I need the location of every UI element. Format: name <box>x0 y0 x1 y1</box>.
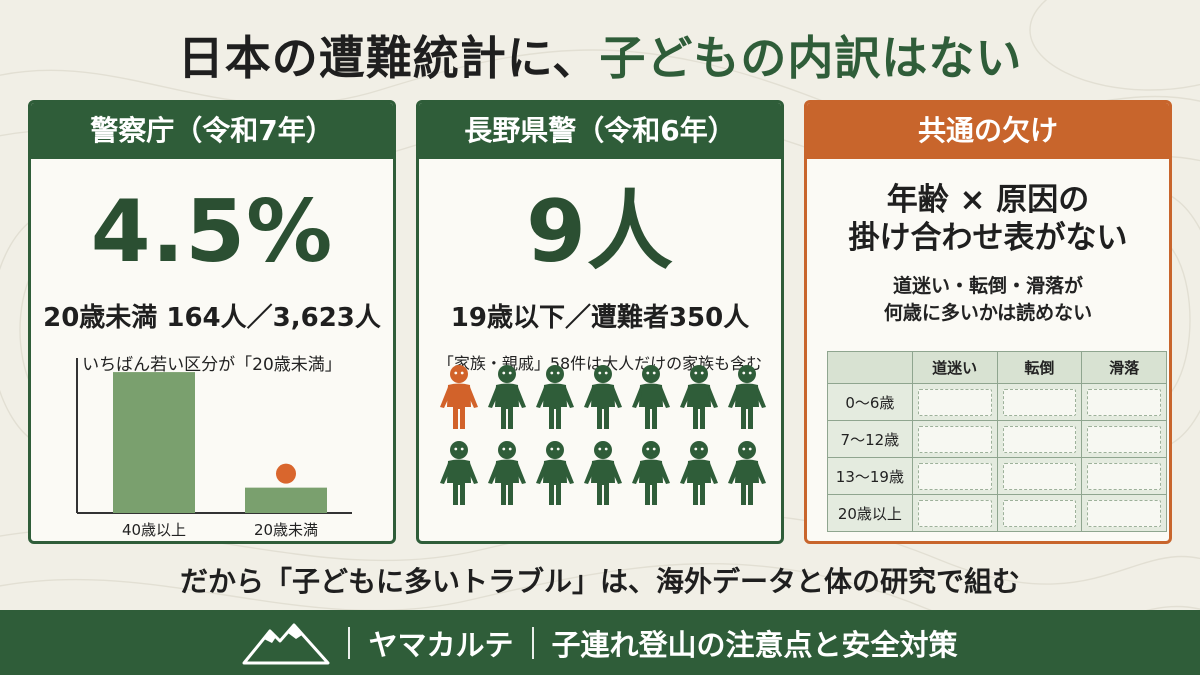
table-row-header: 13〜19歳 <box>827 457 913 495</box>
panel-nagano-count: 9人 <box>526 182 674 282</box>
mountain-icon <box>242 623 330 664</box>
panel-npa-percentage: 4.5% <box>90 182 334 282</box>
highlight-marker <box>276 463 296 484</box>
table-col-header: 転倒 <box>996 351 1083 384</box>
table-row: 7〜12歳 <box>827 420 1167 458</box>
footer-brand: ヤマカルテ <box>368 627 514 662</box>
panel-npa-note: いちばん若い区分が「20歳未満」 <box>82 355 342 375</box>
footer-tagline: 子連れ登山の注意点と安全対策 <box>551 627 958 662</box>
empty-cell <box>1081 383 1167 421</box>
age-cause-table: 道迷い 転倒 滑落 0〜6歳 7〜12歳 13〜19歳 <box>827 351 1167 532</box>
person-icon <box>680 365 718 429</box>
empty-cell <box>996 457 1083 495</box>
page-title: 日本の遭難統計に、子どもの内訳はない <box>0 22 1200 88</box>
person-icon <box>584 441 622 505</box>
person-icon-highlighted <box>440 365 478 429</box>
panel-gap-header: 共通の欠け <box>807 103 1169 159</box>
person-icon <box>728 365 766 429</box>
footer-separator <box>348 626 351 659</box>
table-row: 13〜19歳 <box>827 457 1167 495</box>
empty-cell <box>996 494 1083 532</box>
panel-gap-title: 年齢 × 原因の 掛け合わせ表がない <box>807 181 1169 257</box>
panel-nagano-header: 長野県警（令和6年） <box>419 103 781 159</box>
panel-nagano-stat: 19歳以下／遭難者350人 <box>450 303 750 333</box>
person-icon <box>488 441 526 505</box>
gap-title-line2: 掛け合わせ表がない <box>848 220 1128 256</box>
age-bar-chart: 40歳以上 20歳未満 <box>76 358 352 539</box>
empty-cell <box>911 420 998 458</box>
table-col-header: 道迷い <box>911 351 998 384</box>
footer-bar: ヤマカルテ 子連れ登山の注意点と安全対策 <box>0 610 1200 675</box>
bar-1 <box>245 487 327 513</box>
x-tick-label: 40歳以上 <box>122 521 186 539</box>
person-icon <box>728 441 766 505</box>
person-icon <box>536 441 574 505</box>
gap-desc-line1: 道迷い・転倒・滑落が <box>892 275 1083 297</box>
gap-desc-line2: 何歳に多いかは読めない <box>883 302 1093 324</box>
empty-cell <box>1081 420 1167 458</box>
person-icon <box>632 365 670 429</box>
empty-cell <box>996 420 1083 458</box>
panel-nagano: 長野県警（令和6年） 9人 19歳以下／遭難者350人 「家族・親戚」58件は大… <box>416 100 784 544</box>
person-icon <box>584 365 622 429</box>
empty-cell <box>911 457 998 495</box>
panel-nagano-note: 「家族・親戚」58件は大人だけの家族も含む <box>437 354 763 373</box>
footer-separator <box>531 626 534 659</box>
table-row-header: 20歳以上 <box>827 494 913 532</box>
gap-title-line1: 年齢 × 原因の <box>886 182 1090 218</box>
bar-0 <box>113 372 195 513</box>
person-icon <box>488 365 526 429</box>
empty-cell <box>1081 457 1167 495</box>
empty-cell <box>911 494 998 532</box>
panel-npa: 警察庁（令和7年） 4.5% 20歳未満 164人／3,623人 いちばん若い区… <box>28 100 396 544</box>
table-corner <box>827 351 913 384</box>
bottom-conclusion: だから「子どもに多いトラブル」は、海外データと体の研究で組む <box>179 565 1020 598</box>
empty-cell <box>911 383 998 421</box>
person-icon <box>680 441 718 505</box>
panel-npa-stat: 20歳未満 164人／3,623人 <box>43 303 381 333</box>
panel-gap-description: 道迷い・転倒・滑落が 何歳に多いかは読めない <box>807 273 1169 327</box>
empty-cell <box>996 383 1083 421</box>
table-row-header: 0〜6歳 <box>827 383 913 421</box>
title-accent: 子どもの内訳はない <box>599 31 1023 85</box>
person-icon <box>536 365 574 429</box>
person-icon <box>440 441 478 505</box>
people-figure-grid <box>440 365 766 505</box>
table-col-header: 滑落 <box>1081 351 1167 384</box>
empty-cell <box>1081 494 1167 532</box>
person-icon <box>632 441 670 505</box>
panel-npa-header: 警察庁（令和7年） <box>31 103 393 159</box>
table-row: 0〜6歳 <box>827 383 1167 421</box>
title-lead: 日本の遭難統計に、 <box>177 31 600 85</box>
panel-common-gap: 共通の欠け 年齢 × 原因の 掛け合わせ表がない 道迷い・転倒・滑落が 何歳に多… <box>804 100 1172 544</box>
x-tick-label: 20歳未満 <box>254 521 318 539</box>
table-row: 20歳以上 <box>827 494 1167 532</box>
table-row-header: 7〜12歳 <box>827 420 913 458</box>
